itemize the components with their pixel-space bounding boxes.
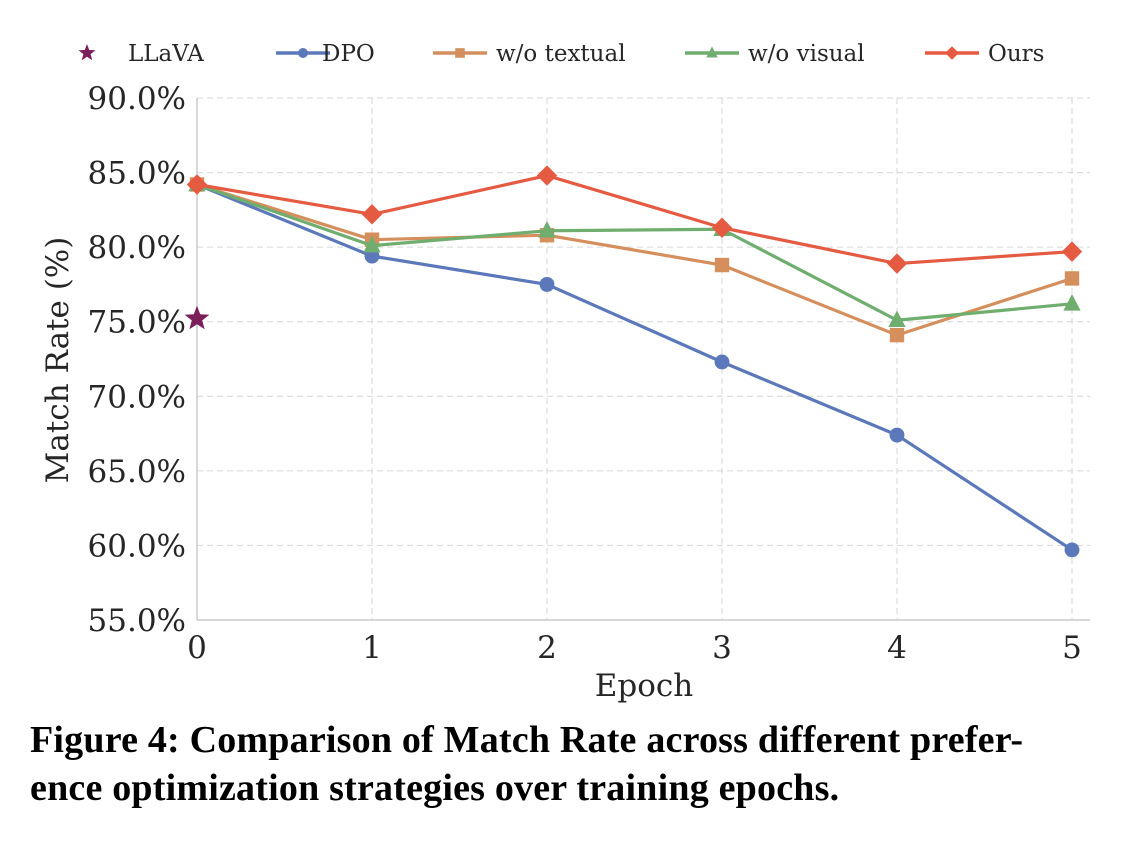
legend-marker-ours (945, 46, 959, 60)
legend-label-dpo: DPO (322, 41, 375, 67)
legend-label-ours: Ours (988, 41, 1044, 67)
series-line-w-o-textual (196, 182, 1073, 337)
legend-label-w-o-visual: w/o visual (748, 41, 865, 67)
data-point-dpo (539, 276, 555, 292)
y-tick-label: 80.0% (88, 230, 186, 266)
data-point-dpo (714, 354, 730, 370)
legend-marker-llava (78, 44, 96, 61)
data-point-ours (361, 204, 383, 225)
x-tick-label: 4 (887, 630, 907, 666)
y-tick-label: 65.0% (88, 454, 186, 490)
series-line-dpo (196, 183, 1073, 552)
data-point-dpo (1064, 542, 1080, 558)
legend-label-llava: LLaVA (128, 41, 204, 67)
data-point-ours (1061, 241, 1083, 262)
data-point-ours (186, 174, 208, 195)
x-tick-labels: 0 1 2 3 4 5 (187, 630, 1082, 666)
x-tick-label: 5 (1062, 630, 1082, 666)
data-point-ours (536, 165, 558, 186)
series-line-ours (196, 173, 1073, 266)
y-tick-label: 55.0% (88, 603, 186, 639)
data-point-w-o-textual (714, 257, 730, 273)
data-point-llava (184, 305, 210, 330)
y-tick-label: 70.0% (88, 379, 186, 415)
caption-line-1: Figure 4: Comparison of Match Rate acros… (30, 719, 1024, 761)
data-point-w-o-visual (1063, 294, 1081, 311)
series-lines (184, 165, 1083, 558)
series-line-w-o-visual (196, 182, 1073, 322)
y-tick-label: 75.0% (88, 305, 186, 341)
x-tick-label: 1 (362, 630, 382, 666)
y-axis-label: Match Rate (%) (40, 237, 76, 484)
series-dpo (189, 177, 1080, 558)
data-point-w-o-textual (889, 327, 905, 343)
series-ours (186, 165, 1083, 274)
data-point-w-o-visual (363, 235, 381, 253)
x-tick-label: 2 (537, 630, 557, 666)
data-point-ours (711, 217, 733, 238)
x-axis-label: Epoch (595, 668, 693, 704)
y-tick-labels: 55.0% 60.0% 65.0% 70.0% 75.0% 80.0% 85.0% 90.0% (88, 81, 186, 639)
line-chart: 55.0% 60.0% 65.0% 70.0% 75.0% 80.0% 85.0% 90.0%… (40, 41, 1090, 704)
legend-item-ours: Ours (925, 41, 1044, 67)
x-tick-label: 0 (187, 630, 207, 666)
legend-marker-w-o-textual (455, 48, 465, 58)
legend: LLaVA DPO w/o textual w/o visual Ours (78, 41, 1044, 67)
caption-line-2: ence optimization strategies over traini… (30, 767, 840, 809)
legend-item-w-o-textual: w/o textual (433, 41, 626, 67)
x-tick-label: 3 (712, 630, 732, 666)
axes (196, 98, 1090, 621)
legend-item-llava: LLaVA (78, 41, 204, 67)
legend-label-w-o-textual: w/o textual (496, 41, 626, 67)
data-point-dpo (889, 427, 905, 443)
data-point-ours (886, 253, 908, 274)
legend-marker-dpo (298, 48, 308, 58)
legend-item-w-o-visual: w/o visual (685, 41, 865, 67)
legend-item-dpo: DPO (276, 41, 375, 67)
grid-lines (196, 97, 1090, 621)
data-point-w-o-visual (538, 220, 556, 238)
figure-caption: Figure 4: Comparison of Match Rate acros… (30, 716, 1130, 812)
data-point-w-o-textual (1064, 271, 1080, 286)
y-tick-label: 60.0% (88, 528, 186, 564)
data-point-w-o-visual (888, 310, 906, 327)
y-tick-label: 90.0% (88, 81, 186, 117)
y-tick-label: 85.0% (88, 156, 186, 192)
legend-marker-w-o-visual (706, 46, 718, 58)
